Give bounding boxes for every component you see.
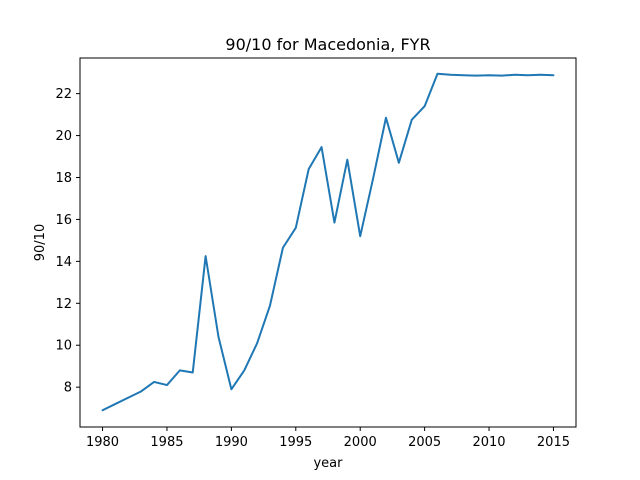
x-tick-label: 2000: [344, 435, 377, 450]
y-tick-label: 12: [55, 297, 72, 312]
y-tick-label: 20: [55, 129, 72, 144]
y-tick-label: 16: [55, 213, 72, 228]
y-tick-label: 8: [64, 381, 72, 396]
x-tick-label: 2005: [408, 435, 441, 450]
chart-title: 90/10 for Macedonia, FYR: [225, 35, 430, 54]
y-tick-label: 18: [55, 171, 72, 186]
x-tick-label: 2010: [472, 435, 505, 450]
y-axis-label: 90/10: [33, 224, 48, 261]
y-tick-label: 22: [55, 87, 72, 102]
series-line: [101, 72, 555, 412]
x-tick-label: 1985: [150, 435, 183, 450]
y-axis: 8 10 12 14 16 18 20 22: [55, 87, 80, 396]
y-tick-label: 10: [55, 339, 72, 354]
x-tick-label: 1995: [279, 435, 312, 450]
x-tick-label: 2015: [537, 435, 570, 450]
x-tick-label: 1980: [86, 435, 119, 450]
x-tick-label: 1990: [215, 435, 248, 450]
plot-area: [79, 57, 577, 428]
axes-frame: [79, 57, 577, 428]
y-tick-label: 14: [55, 255, 72, 270]
x-axis-label: year: [313, 456, 343, 471]
x-axis: 1980 1985 1990 1995 2000 2005 2010 2015: [86, 427, 570, 450]
